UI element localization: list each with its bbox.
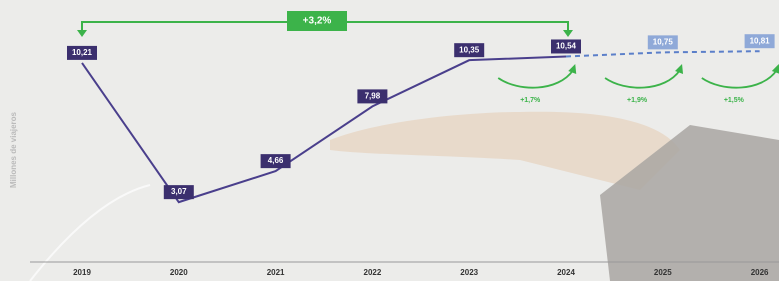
x-tick-label: 2019 xyxy=(73,268,91,277)
value-label: 10,21 xyxy=(72,48,93,57)
y-axis-label: Millones de viajeros xyxy=(9,111,18,188)
value-label: 10,35 xyxy=(459,45,480,54)
value-label: 10,75 xyxy=(653,37,674,46)
growth-label: +1,5% xyxy=(724,97,745,104)
value-label: 4,66 xyxy=(268,156,284,165)
x-tick-label: 2022 xyxy=(364,268,382,277)
chart: Millones de viajeros +3,2% 2019 2020 2021 2… xyxy=(0,0,779,281)
x-tick-label: 2024 xyxy=(557,268,575,277)
value-label: 3,07 xyxy=(171,187,187,196)
x-tick-label: 2026 xyxy=(751,268,769,277)
x-tick-label: 2025 xyxy=(654,268,672,277)
total-growth: +3,2% xyxy=(303,16,332,27)
x-tick-label: 2021 xyxy=(267,268,285,277)
x-tick-label: 2023 xyxy=(460,268,478,277)
x-tick-label: 2020 xyxy=(170,268,188,277)
value-label: 10,54 xyxy=(556,42,577,51)
value-label: 7,98 xyxy=(365,91,381,100)
growth-label: +1,7% xyxy=(520,97,541,104)
growth-label: +1,9% xyxy=(627,97,648,104)
value-label: 10,81 xyxy=(750,36,771,45)
